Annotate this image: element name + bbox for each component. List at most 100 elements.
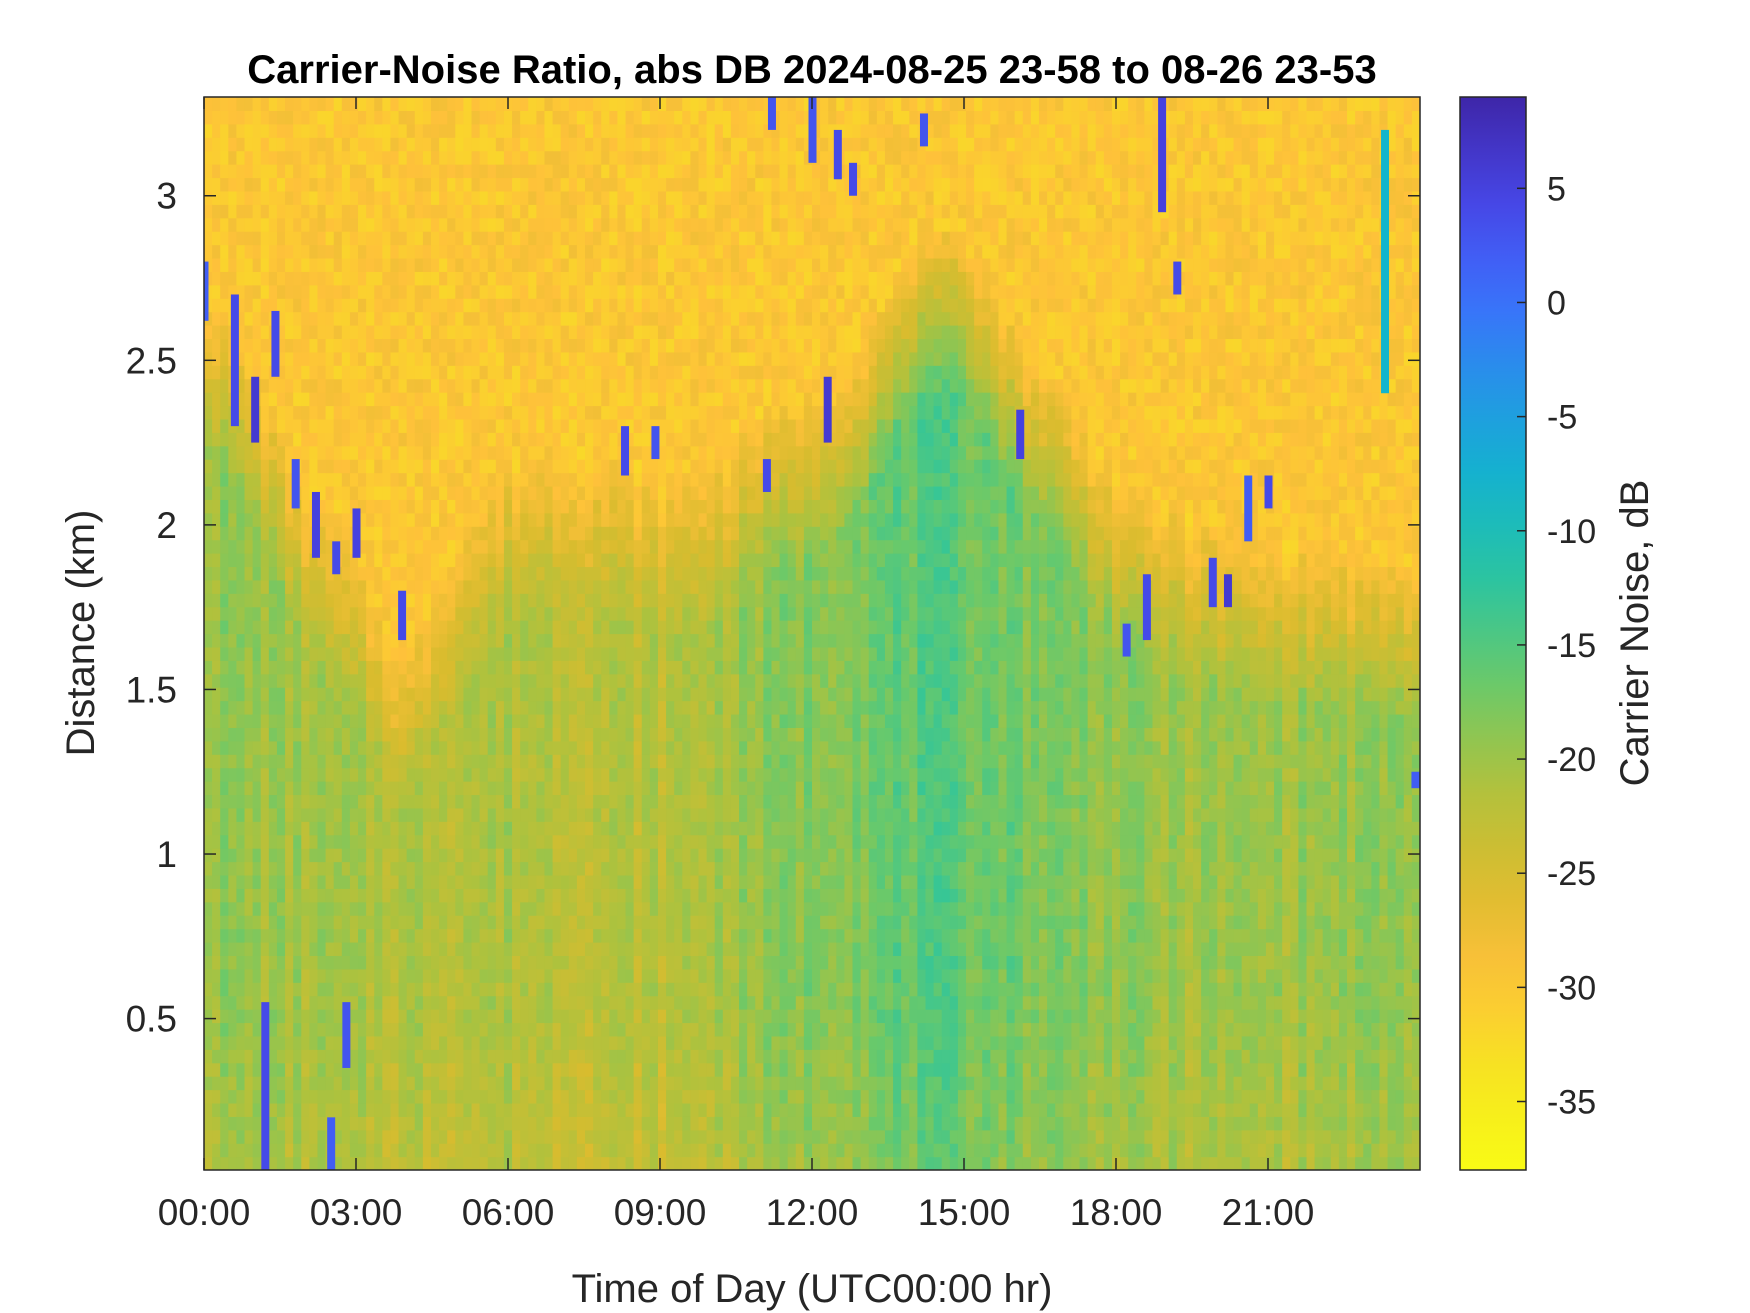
heatmap-cell	[285, 713, 294, 728]
heatmap-cell	[414, 512, 424, 527]
heatmap-cell	[390, 539, 400, 554]
heatmap-cell	[366, 995, 375, 1010]
heatmap-cell	[358, 298, 367, 313]
heatmap-cell	[706, 834, 716, 849]
heatmap-cell	[341, 217, 351, 232]
heatmap-cell	[333, 338, 343, 353]
heatmap-cell	[682, 606, 691, 621]
heatmap-cell	[317, 351, 327, 366]
heatmap-cell	[682, 1049, 691, 1064]
heatmap-cell	[333, 982, 343, 997]
heatmap-cell	[374, 150, 383, 165]
heatmap-cell	[633, 646, 643, 661]
heatmap-cell	[463, 472, 473, 487]
heatmap-cell	[528, 512, 537, 527]
heatmap-cell	[585, 378, 594, 393]
heatmap-cell	[244, 593, 254, 608]
heatmap-cell	[317, 338, 327, 353]
heatmap-cell	[366, 190, 375, 205]
heatmap-cell	[228, 1116, 238, 1131]
heatmap-cell	[212, 244, 221, 259]
heatmap-cell	[649, 231, 659, 246]
heatmap-cell	[576, 1062, 586, 1077]
heatmap-cell	[228, 995, 238, 1010]
heatmap-cell	[463, 821, 473, 836]
heatmap-cell	[447, 190, 456, 205]
heatmap-cell	[609, 1035, 619, 1050]
heatmap-cell	[487, 472, 497, 487]
heatmap-cell	[276, 1049, 286, 1064]
heatmap-cell	[487, 579, 497, 594]
heatmap-cell	[382, 405, 392, 420]
heatmap-cell	[601, 1129, 610, 1144]
heatmap-cell	[649, 1116, 659, 1131]
heatmap-cell	[220, 620, 229, 635]
heatmap-cell	[366, 553, 375, 568]
heatmap-cell	[374, 553, 383, 568]
heatmap-cell	[544, 1156, 554, 1170]
heatmap-cell	[544, 418, 554, 433]
heatmap-cell	[520, 351, 529, 366]
heatmap-cell	[617, 338, 627, 353]
heatmap-cell	[503, 512, 513, 527]
heatmap-cell	[333, 673, 343, 688]
heatmap-cell	[398, 110, 408, 125]
heatmap-cell	[487, 794, 497, 809]
heatmap-cell	[341, 687, 351, 702]
heatmap-cell	[698, 164, 708, 179]
heatmap-cell	[447, 325, 456, 340]
heatmap-cell	[333, 512, 343, 527]
heatmap-cell	[520, 861, 529, 876]
heatmap-cell	[520, 660, 529, 675]
heatmap-cell	[544, 901, 554, 916]
heatmap-cell	[528, 217, 537, 232]
heatmap-cell	[617, 848, 627, 863]
heatmap-cell	[317, 405, 327, 420]
heatmap-cell	[358, 325, 367, 340]
heatmap-cell	[220, 418, 229, 433]
heatmap-cell	[544, 204, 554, 219]
heatmap-cell	[471, 164, 481, 179]
heatmap-cell	[285, 834, 294, 849]
heatmap-cell	[382, 767, 392, 782]
heatmap-cell	[674, 1156, 683, 1170]
heatmap-cell	[220, 1156, 229, 1170]
heatmap-cell	[625, 1089, 635, 1104]
heatmap-cell	[576, 325, 586, 340]
heatmap-cell	[649, 137, 659, 152]
heatmap-cell	[657, 579, 667, 594]
heatmap-cell	[601, 673, 610, 688]
heatmap-cell	[358, 915, 367, 930]
heatmap-cell	[649, 418, 659, 433]
heatmap-cell	[544, 97, 554, 112]
heatmap-cell	[552, 888, 562, 903]
heatmap-cell	[585, 351, 594, 366]
heatmap-cell	[382, 995, 392, 1010]
heatmap-cell	[463, 1102, 473, 1117]
heatmap-cell	[512, 257, 521, 272]
heatmap-cell	[520, 687, 529, 702]
heatmap-cell	[463, 700, 473, 715]
heatmap-cell	[560, 418, 570, 433]
heatmap-cell	[609, 257, 619, 272]
heatmap-cell	[390, 620, 400, 635]
heatmap-cell	[560, 1076, 570, 1091]
heatmap-cell	[682, 432, 691, 447]
heatmap-cell	[301, 606, 310, 621]
heatmap-cell	[609, 1156, 619, 1170]
heatmap-cell	[358, 888, 367, 903]
heatmap-cell	[390, 593, 400, 608]
heatmap-cell	[317, 459, 327, 474]
heatmap-cell	[528, 633, 537, 648]
heatmap-cell	[682, 579, 691, 594]
heatmap-cell	[495, 204, 505, 219]
heatmap-cell	[325, 472, 335, 487]
heatmap-cell	[447, 338, 456, 353]
heatmap-cell	[617, 499, 627, 514]
heatmap-cell	[625, 365, 635, 380]
heatmap-cell	[568, 848, 578, 863]
heatmap-cell	[625, 794, 635, 809]
heatmap-cell	[301, 110, 310, 125]
heatmap-cell	[487, 606, 497, 621]
heatmap-cell	[358, 432, 367, 447]
